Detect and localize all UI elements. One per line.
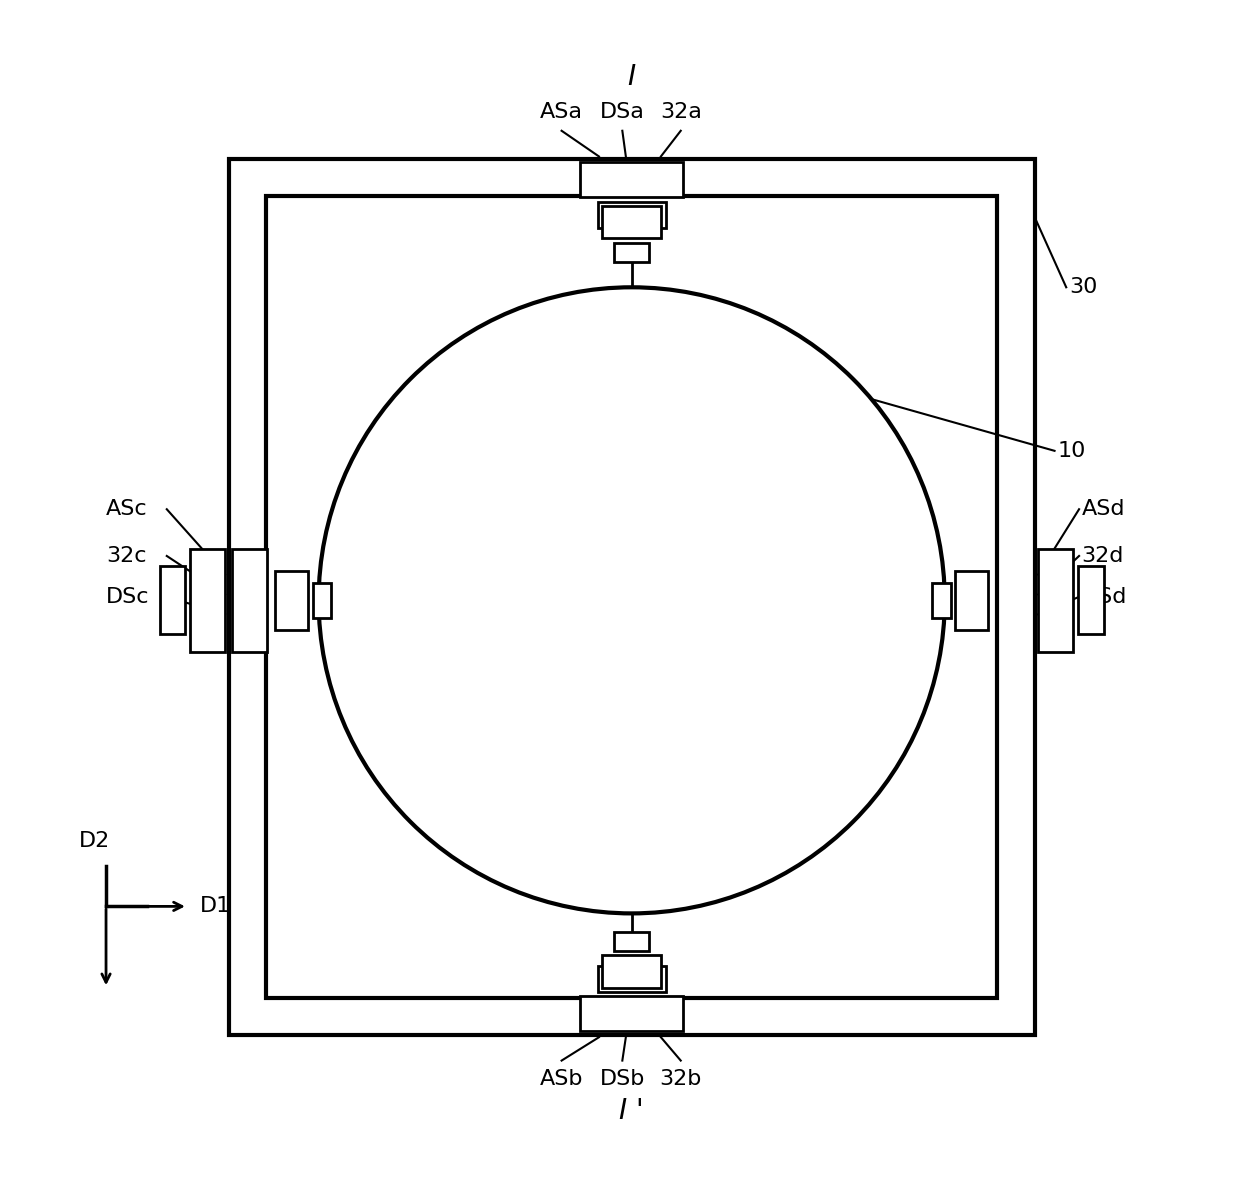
- Text: ASb: ASb: [539, 1070, 583, 1090]
- Bar: [932, 583, 951, 618]
- Bar: [160, 566, 186, 635]
- Bar: [275, 571, 308, 630]
- Text: 30: 30: [1070, 278, 1099, 298]
- Bar: [1038, 548, 1074, 651]
- Bar: [603, 206, 661, 239]
- Text: 32d: 32d: [1081, 546, 1123, 566]
- Bar: [614, 933, 650, 950]
- Text: DSd: DSd: [1081, 586, 1127, 606]
- Text: DSc: DSc: [107, 586, 150, 606]
- Bar: [312, 583, 331, 618]
- Text: ASd: ASd: [1081, 499, 1125, 519]
- Bar: [1078, 566, 1104, 635]
- Bar: [228, 158, 1034, 1035]
- Text: I ': I ': [619, 1097, 644, 1125]
- Text: 32b: 32b: [660, 1070, 702, 1090]
- Bar: [603, 955, 661, 988]
- Text: 10: 10: [1058, 441, 1086, 461]
- Bar: [614, 243, 650, 261]
- Text: 32c: 32c: [107, 546, 146, 566]
- Bar: [232, 548, 268, 651]
- Text: D2: D2: [78, 831, 110, 851]
- Text: 32a: 32a: [660, 102, 702, 122]
- Text: ASc: ASc: [107, 499, 148, 519]
- Bar: [267, 196, 997, 998]
- Text: DSb: DSb: [600, 1070, 645, 1090]
- Bar: [955, 571, 988, 630]
- Bar: [598, 202, 666, 228]
- Bar: [580, 996, 683, 1032]
- Text: I: I: [627, 63, 636, 91]
- Text: D1: D1: [200, 896, 231, 916]
- Bar: [598, 966, 666, 992]
- Text: ASa: ASa: [541, 102, 583, 122]
- Bar: [190, 548, 226, 651]
- Text: DSa: DSa: [600, 102, 645, 122]
- Bar: [580, 162, 683, 197]
